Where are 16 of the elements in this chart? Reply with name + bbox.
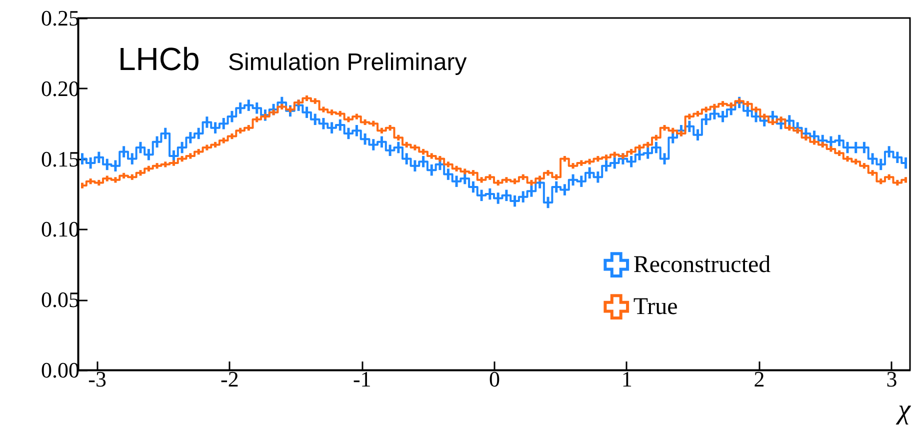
- y-tick-label: 0.15: [41, 146, 80, 172]
- x-tick-label: 3: [886, 366, 898, 392]
- y-tick-label: 0.05: [41, 287, 80, 312]
- x-tick-label: -2: [220, 366, 239, 392]
- y-tick-label: 0.00: [41, 358, 80, 382]
- x-tick-label: -3: [88, 366, 106, 392]
- x-axis-title: χ: [895, 394, 912, 426]
- text: Simulation Preliminary: [228, 49, 467, 76]
- legend-label: Reconstructed: [633, 252, 771, 278]
- y-tick-label: 0.25: [41, 6, 80, 30]
- x-tick-label: 2: [754, 366, 765, 392]
- x-tick-label: -1: [352, 366, 372, 392]
- text: LHCb: [118, 41, 200, 77]
- x-tick-label: 1: [621, 366, 632, 392]
- legend-label: True: [633, 294, 678, 320]
- x-tick-label: 0: [489, 366, 500, 392]
